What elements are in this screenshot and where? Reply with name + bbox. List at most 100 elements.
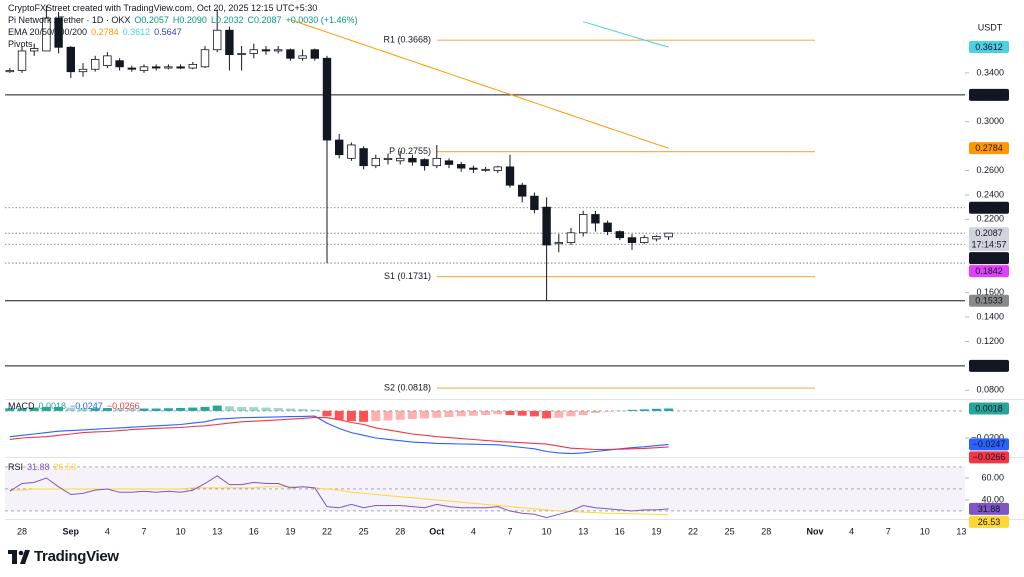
macd-histogram-bar bbox=[371, 410, 381, 422]
candle-body bbox=[395, 157, 405, 162]
candle-body bbox=[286, 49, 295, 59]
candle-body bbox=[164, 66, 173, 69]
candle-body bbox=[347, 144, 356, 159]
macd-histogram-bar bbox=[566, 410, 576, 417]
brand: TradingView bbox=[8, 548, 119, 565]
price-label-box bbox=[969, 227, 1009, 252]
macd-histogram-bar bbox=[29, 407, 39, 411]
macd-histogram-bar bbox=[456, 410, 466, 417]
macd-histogram-bar bbox=[359, 410, 369, 422]
x-tick-label: 4 bbox=[471, 526, 476, 536]
x-tick-label: 13 bbox=[212, 526, 222, 536]
pivot-label: S2 (0.0818) bbox=[384, 382, 431, 392]
x-tick-label: 4 bbox=[849, 526, 854, 536]
candle-body bbox=[5, 70, 14, 73]
main-legend: CryptoFXStreet created with TradingView.… bbox=[8, 2, 362, 50]
macd-histogram-bar bbox=[188, 407, 198, 411]
ohlc-value: H0.2090 bbox=[172, 15, 207, 25]
macd-histogram-bar bbox=[66, 407, 76, 411]
y-tick-label: 0.2600 bbox=[976, 165, 1004, 175]
macd-histogram-bar bbox=[420, 410, 430, 419]
price-label-box bbox=[969, 88, 1009, 101]
macd-histogram-bar bbox=[200, 406, 210, 411]
price-label-box bbox=[969, 142, 1009, 155]
price-label-box bbox=[969, 252, 1009, 265]
macd-histogram-bar bbox=[273, 407, 283, 411]
candle-body bbox=[456, 164, 466, 169]
x-tick-label: 10 bbox=[176, 526, 186, 536]
candle-body bbox=[640, 237, 649, 243]
ema-row: EMA 20/50/100/200 0.2784 0.3612 0.5647 bbox=[8, 26, 362, 38]
candle-body bbox=[212, 29, 222, 51]
candle-body bbox=[176, 66, 185, 69]
macd-histogram-bar bbox=[163, 408, 173, 411]
macd-histogram-bar bbox=[554, 410, 564, 418]
rsi-ma-line bbox=[9, 486, 669, 516]
price-label: 31.88 bbox=[978, 504, 1001, 514]
macd-histogram-bar bbox=[322, 410, 332, 417]
x-tick-label: Oct bbox=[429, 526, 444, 536]
price-label-box bbox=[969, 502, 1009, 515]
macd-histogram-bar bbox=[334, 410, 344, 420]
price-label-box bbox=[969, 402, 1009, 415]
price-label-box bbox=[969, 41, 1009, 54]
macd-histogram-bar bbox=[603, 410, 613, 412]
candle-body bbox=[91, 59, 100, 70]
macd-histogram-bar bbox=[41, 406, 51, 411]
ema-line bbox=[583, 21, 669, 48]
ema-value: 0.2784 bbox=[91, 27, 119, 37]
macd-histogram-bar bbox=[505, 410, 515, 416]
candle-body bbox=[261, 49, 271, 52]
ema-value: 0.5647 bbox=[154, 27, 182, 37]
price-label-countdown: 17:14:57 bbox=[971, 240, 1006, 250]
candle-body bbox=[615, 231, 624, 239]
price-label: 0.3612 bbox=[975, 42, 1003, 52]
candle-body bbox=[78, 68, 88, 73]
x-tick-label: 7 bbox=[886, 526, 891, 536]
ohlc-value: L0.2032 bbox=[210, 15, 244, 25]
price-label: 0.2784 bbox=[975, 143, 1003, 153]
macd-histogram-bar bbox=[493, 410, 503, 415]
candle-body bbox=[652, 236, 661, 240]
macd-line bbox=[9, 415, 669, 455]
signal-line bbox=[9, 416, 669, 451]
x-tick-label: 13 bbox=[956, 526, 966, 536]
macd-histogram-bar bbox=[407, 410, 417, 420]
candle-body bbox=[408, 157, 417, 163]
macd-pane bbox=[5, 405, 965, 455]
rsi-value: 26.53 bbox=[53, 462, 77, 472]
candle-body bbox=[103, 55, 112, 66]
price-label: −0.0266 bbox=[973, 452, 1006, 462]
y-tick-label: 60.00 bbox=[981, 472, 1004, 482]
price-label-box bbox=[969, 201, 1009, 214]
price-label: 0.1533 bbox=[975, 296, 1003, 306]
price-label-box bbox=[969, 265, 1009, 278]
candle-body bbox=[518, 184, 527, 197]
macd-histogram-bar bbox=[5, 408, 15, 411]
x-tick-label: 10 bbox=[542, 526, 552, 536]
macd-legend: MACD 0.0018 −0.0247 −0.0266 bbox=[8, 400, 144, 412]
candle-body bbox=[29, 48, 39, 52]
candle-body bbox=[371, 157, 380, 167]
y-tick-label: 0.2200 bbox=[976, 214, 1004, 224]
macd-histogram-bar bbox=[432, 410, 442, 418]
candle-body bbox=[200, 49, 210, 68]
candle-body bbox=[359, 148, 368, 167]
price-pane: R1 (0.3668) P (0.2755) S1 (0.1731) S2 (0.08… bbox=[5, 5, 965, 392]
candle-body bbox=[139, 66, 149, 71]
price-label-box bbox=[969, 515, 1009, 528]
macd-value: −0.0266 bbox=[106, 401, 140, 411]
candle-body bbox=[493, 166, 502, 171]
candle-body bbox=[432, 157, 441, 167]
candle-body bbox=[249, 49, 258, 54]
pivots-row: Pivots bbox=[8, 38, 362, 50]
candle-body bbox=[127, 67, 136, 70]
candle-body bbox=[566, 232, 576, 243]
macd-histogram-bar bbox=[664, 408, 674, 411]
macd-histogram-bar bbox=[627, 409, 637, 411]
brand-name: TradingView bbox=[34, 548, 119, 565]
x-tick-label: 28 bbox=[17, 526, 27, 536]
x-tick-label: 28 bbox=[395, 526, 405, 536]
macd-histogram-bar bbox=[151, 408, 161, 411]
candle-body bbox=[237, 52, 246, 56]
